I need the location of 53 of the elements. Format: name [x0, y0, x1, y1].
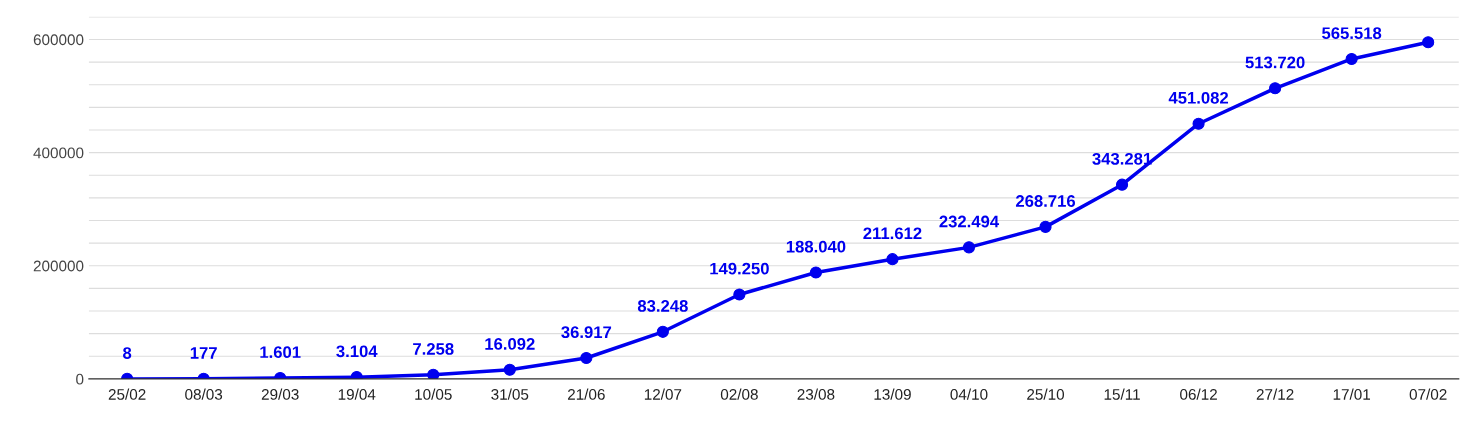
- point: [656, 325, 669, 338]
- point: [962, 241, 976, 254]
- x-tick-label: 04/10: [950, 388, 988, 400]
- x-tick-label: 31/05: [491, 388, 529, 400]
- data-label: 343.281: [1092, 152, 1152, 165]
- data-label: 211.612: [863, 227, 922, 240]
- x-tick-label: 25/10: [1027, 388, 1065, 400]
- point: [1269, 82, 1282, 95]
- y-tick-label: 600000: [33, 34, 84, 46]
- data-label: 177: [190, 347, 217, 359]
- data-label: 268.716: [1015, 195, 1076, 207]
- x-tick-label: 21/06: [567, 388, 605, 400]
- x-tick-label: 07/02: [1409, 388, 1447, 400]
- data-label: 513.720: [1245, 56, 1305, 69]
- data-label: 3.104: [336, 345, 378, 358]
- x-tick-label: 15/11: [1104, 388, 1140, 400]
- data-label: 83.248: [637, 300, 688, 312]
- point: [1422, 36, 1435, 49]
- data-label: 565.518: [1322, 27, 1382, 40]
- point: [1039, 220, 1052, 233]
- point: [886, 253, 899, 266]
- point: [580, 351, 593, 365]
- x-tick-label: 29/03: [261, 388, 299, 400]
- data-label: 36.917: [561, 326, 612, 339]
- x-tick-label: 10/05: [415, 388, 452, 400]
- point: [427, 368, 440, 379]
- data-label: 7.258: [413, 343, 454, 355]
- data-label: 1.601: [260, 346, 301, 359]
- x-tick-label: 17/01: [1333, 388, 1371, 400]
- data-label: 451.082: [1168, 91, 1229, 104]
- point: [733, 288, 746, 301]
- x-tick-label: 02/08: [720, 388, 758, 400]
- point: [809, 266, 822, 279]
- point: [1345, 52, 1358, 66]
- x-tick-label: 08/03: [185, 388, 223, 400]
- data-label: 232.494: [939, 215, 1000, 228]
- x-tick-label: 23/08: [797, 388, 835, 400]
- point: [1115, 178, 1129, 191]
- x-tick-label: 19/04: [338, 388, 376, 400]
- y-tick-label: 200000: [33, 260, 84, 272]
- point: [1192, 117, 1205, 130]
- y-tick-label: 400000: [33, 147, 84, 159]
- data-label: 188.040: [786, 240, 846, 253]
- y-tick-label: 0: [76, 373, 84, 385]
- data-label: 16.092: [485, 338, 535, 350]
- data-label: 149.250: [710, 262, 769, 275]
- x-tick-label: 06/12: [1180, 388, 1217, 400]
- x-tick-label: 27/12: [1256, 388, 1294, 400]
- data-label: 8: [123, 347, 132, 359]
- point: [503, 363, 516, 376]
- x-tick-label: 25/02: [108, 388, 146, 400]
- x-tick-label: 13/09: [874, 388, 911, 400]
- x-tick-label: 12/07: [644, 388, 682, 400]
